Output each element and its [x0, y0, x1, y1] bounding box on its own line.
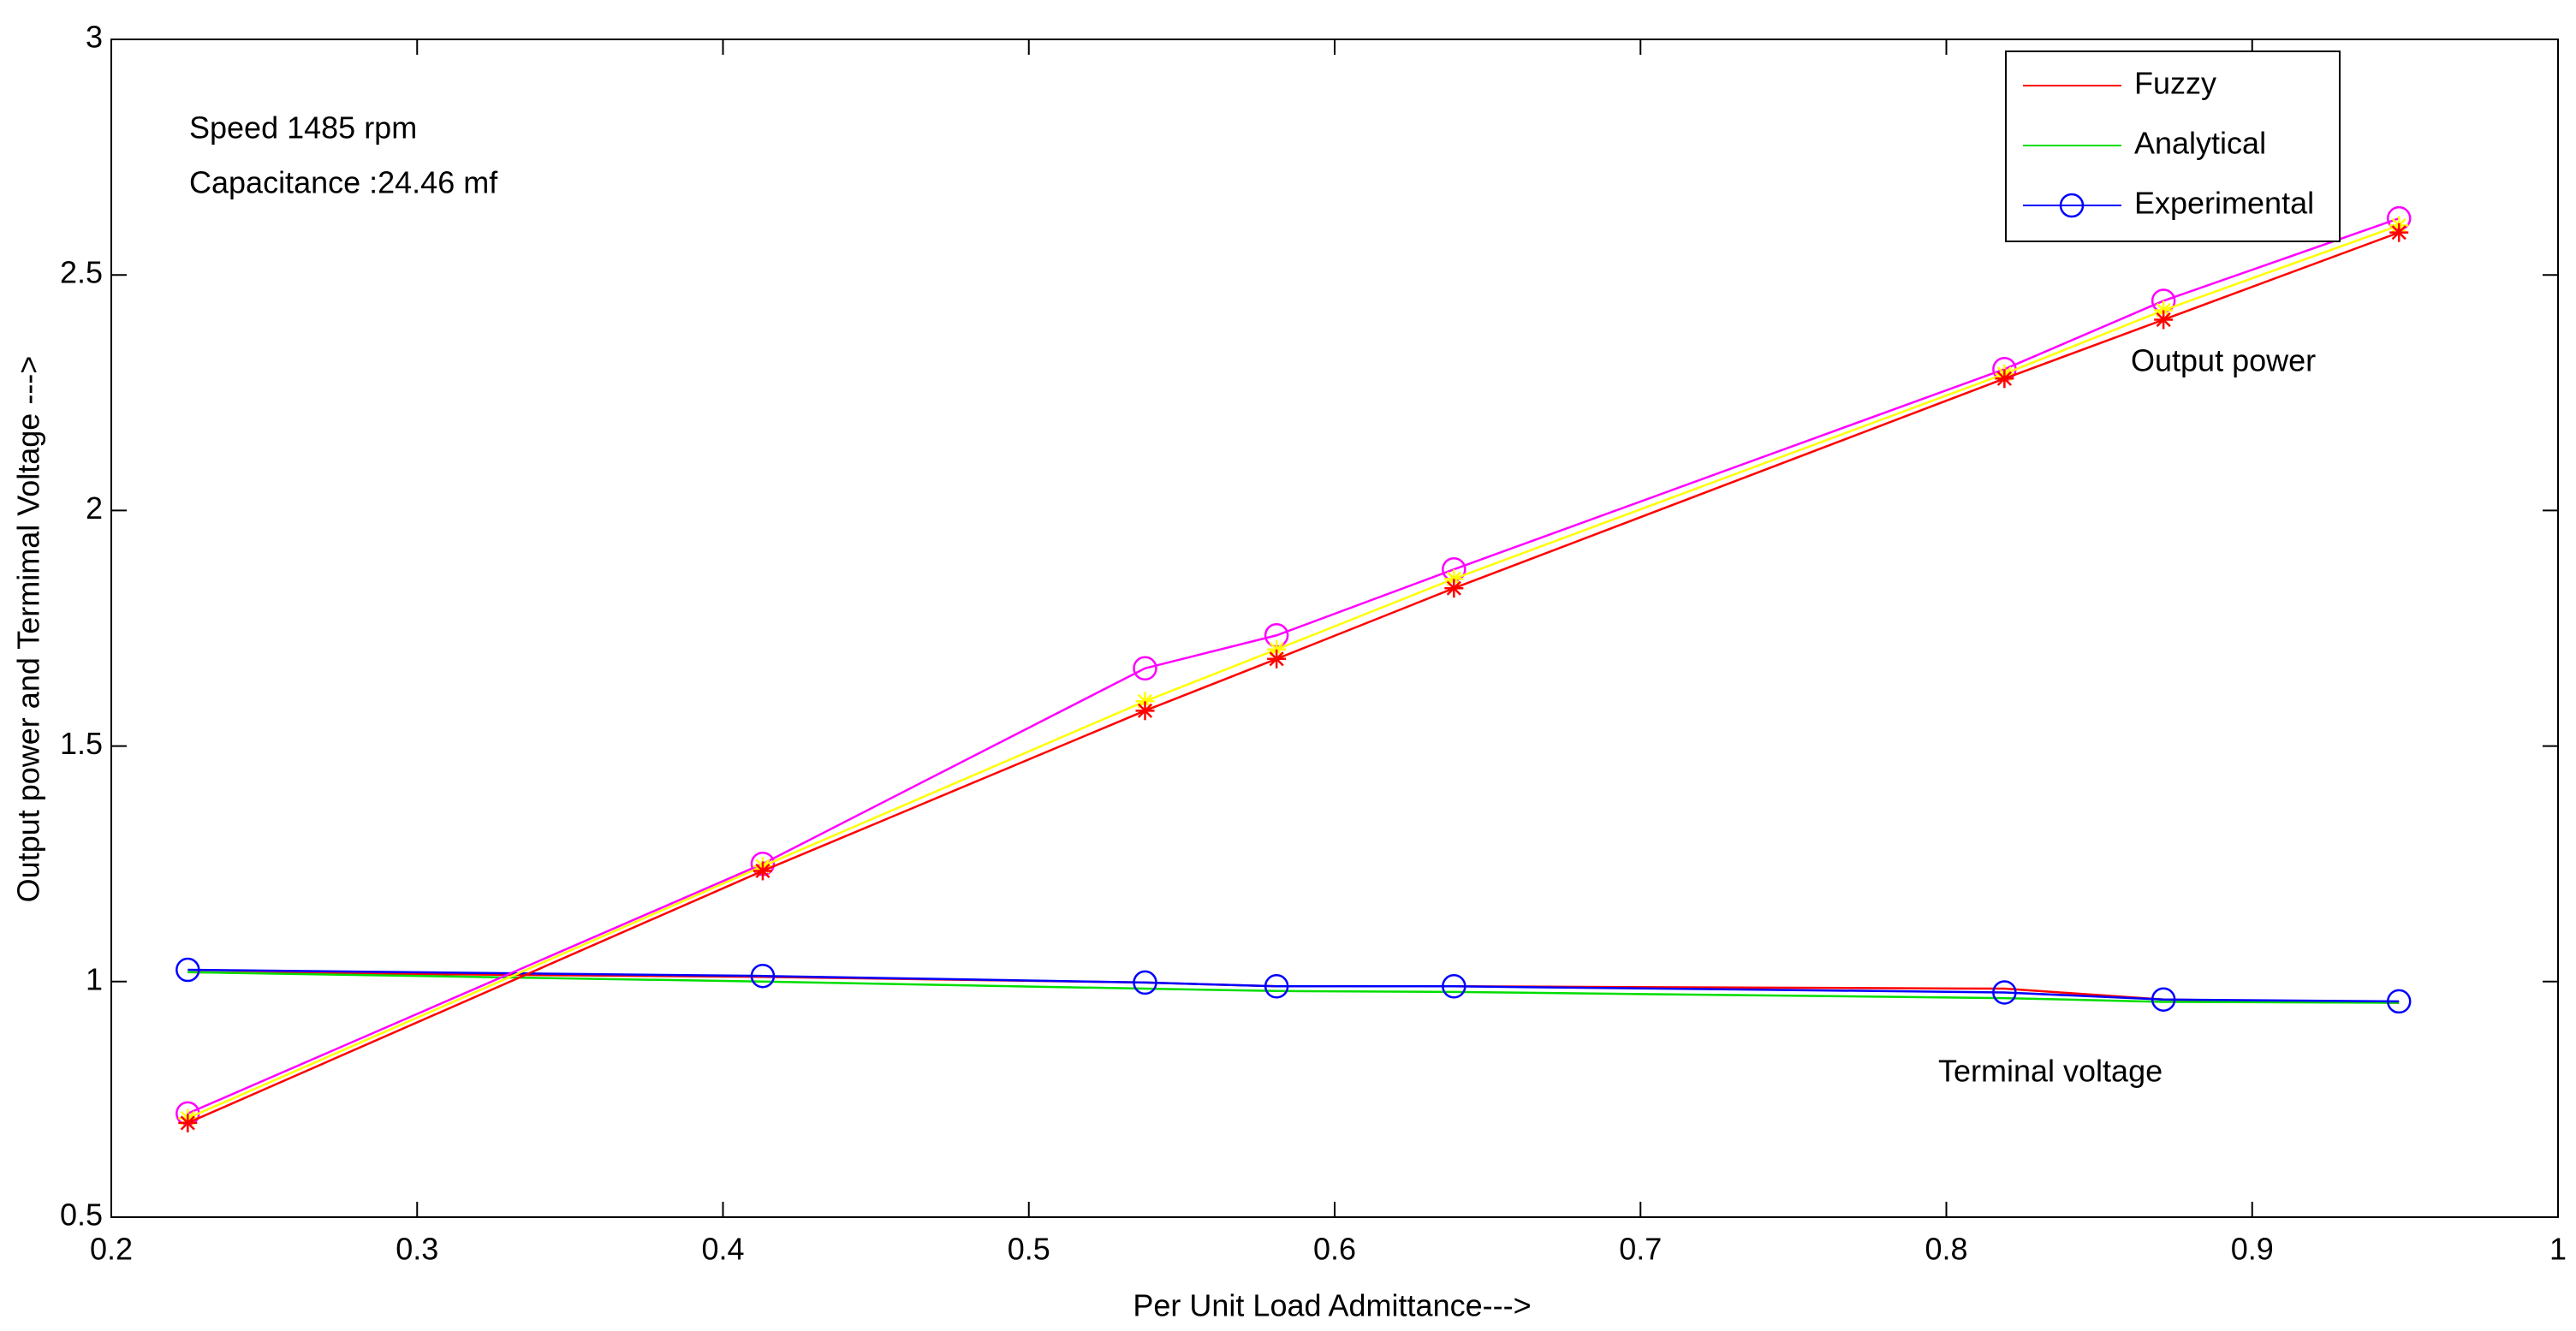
marker	[1267, 649, 1287, 668]
marker-stroke	[180, 1115, 195, 1131]
x-tick-label: 0.2	[90, 1232, 133, 1267]
marker	[1992, 980, 2017, 1005]
series-line	[187, 971, 2400, 1004]
y-tick-label: 0.5	[60, 1197, 103, 1233]
marker-stroke	[755, 863, 770, 879]
annotation: Capacitance :24.46 mf	[189, 165, 498, 200]
series-line	[187, 217, 2400, 1115]
x-tick-label: 0.3	[396, 1232, 438, 1267]
marker	[1133, 656, 1157, 681]
series-line	[187, 968, 2400, 1003]
legend-label: Fuzzy	[2134, 66, 2216, 101]
x-tick-label: 0.5	[1008, 1232, 1050, 1267]
y-tick-label: 3	[86, 20, 103, 55]
marker	[1444, 579, 1464, 598]
marker	[1442, 974, 1466, 999]
marker	[178, 1113, 198, 1132]
y-tick-label: 1.5	[60, 726, 103, 761]
marker	[1264, 974, 1289, 999]
marker-stroke	[2156, 312, 2171, 328]
series-line	[187, 231, 2400, 1125]
marker-stroke	[2391, 225, 2406, 241]
legend: Fuzzy Analytical Experimental	[2005, 51, 2341, 242]
x-tick-label: 0.7	[1619, 1232, 1662, 1267]
series-line	[187, 224, 2400, 1120]
marker	[2389, 223, 2409, 242]
marker	[2151, 987, 2176, 1012]
marker	[1995, 369, 2014, 389]
marker-stroke	[1137, 703, 1153, 718]
legend-label: Experimental	[2134, 186, 2314, 221]
marker	[753, 861, 772, 881]
x-axis-label: Per Unit Load Admittance--->	[1133, 1288, 1531, 1323]
y-tick-label: 2.5	[60, 255, 103, 290]
annotation: Speed 1485 rpm	[189, 110, 417, 146]
plot-frame	[110, 39, 2559, 1218]
y-tick-label: 2	[86, 490, 103, 526]
y-tick-label: 1	[86, 961, 103, 996]
marker	[750, 963, 776, 989]
annotation: Terminal voltage	[1938, 1054, 2163, 1089]
x-tick-label: 1	[2549, 1232, 2567, 1267]
x-tick-label: 0.8	[1925, 1232, 1967, 1267]
y-axis-label: Output power and Termimal Voltage --->	[11, 356, 46, 903]
x-tick-label: 0.9	[2231, 1232, 2274, 1267]
marker	[1133, 970, 1157, 995]
marker	[176, 957, 200, 983]
annotation: Output power	[2131, 343, 2316, 378]
legend-label: Analytical	[2134, 126, 2266, 161]
x-tick-label: 0.4	[701, 1232, 744, 1267]
marker	[2154, 310, 2174, 330]
marker-stroke	[1446, 580, 1461, 596]
marker	[2386, 989, 2412, 1014]
marker	[2059, 193, 2085, 218]
x-tick-label: 0.6	[1313, 1232, 1356, 1267]
marker-stroke	[1269, 651, 1284, 667]
marker-stroke	[1996, 371, 2012, 386]
marker	[1135, 701, 1155, 721]
